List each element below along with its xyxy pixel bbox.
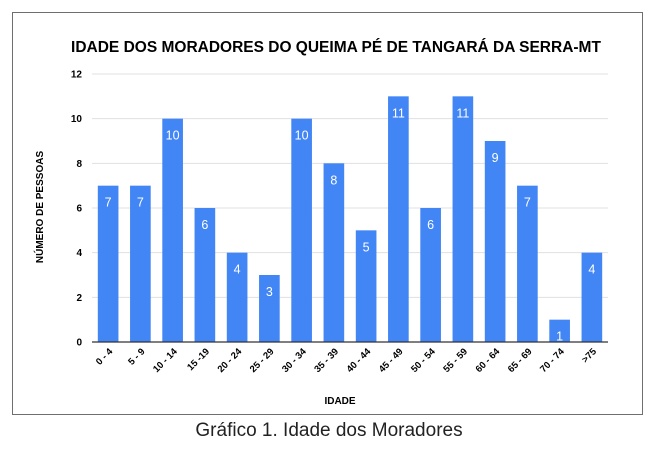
y-axis-title: NÚMERO DE PESSOAS — [33, 151, 46, 264]
y-tick-label: 2 — [76, 293, 82, 304]
x-tick-label: 15 -19 — [185, 346, 212, 373]
bars — [97, 96, 603, 343]
y-tick-label: 8 — [76, 159, 82, 170]
bar — [226, 252, 248, 342]
x-axis-ticks: 0 - 4 5 - 9 10 - 14 15 -19 20 - 24 25 - 29 30 … — [94, 346, 599, 375]
bar — [484, 141, 506, 342]
bar-value-label: 1 — [556, 330, 563, 344]
bar-chart: IDADE DOS MORADORES DO QUEIMA PÉ DE TANG… — [33, 39, 608, 407]
figure-caption: Gráfico 1. Idade dos Moradores — [195, 420, 463, 441]
y-axis-ticks: 0 2 4 6 8 10 12 — [71, 70, 83, 349]
x-tick-label: 35 - 39 — [312, 346, 341, 375]
bar — [420, 208, 441, 342]
bar-value-labels: 7 7 10 6 4 3 10 8 5 11 6 11 9 7 1 4 — [105, 106, 596, 343]
x-tick-label: 30 - 34 — [280, 346, 309, 375]
bar — [130, 185, 151, 342]
x-tick-label: 10 - 14 — [151, 346, 180, 375]
bar-value-label: 8 — [330, 173, 337, 187]
bar-value-label: 5 — [363, 240, 370, 254]
x-tick-label: 20 - 24 — [216, 346, 245, 375]
x-tick-label: 40 - 44 — [345, 346, 374, 375]
bar-value-label: 9 — [492, 151, 499, 165]
bar — [259, 275, 280, 342]
x-tick-label: 65 - 69 — [506, 346, 535, 375]
bar — [581, 252, 603, 342]
bar-value-label: 7 — [105, 196, 112, 210]
x-axis-title: IDADE — [324, 396, 355, 407]
bar — [388, 96, 409, 342]
x-tick-label: 5 - 9 — [126, 346, 147, 367]
bar-value-label: 10 — [166, 129, 180, 143]
bar — [194, 208, 216, 342]
bar — [97, 185, 119, 342]
bar-value-label: 3 — [266, 285, 273, 299]
y-tick-label: 0 — [76, 338, 82, 349]
x-tick-label: 45 - 49 — [377, 346, 406, 375]
bar — [162, 118, 183, 343]
x-tick-label: 50 - 54 — [409, 346, 438, 375]
bar-value-label: 10 — [295, 129, 309, 143]
y-tick-label: 12 — [71, 70, 83, 81]
x-tick-label: 70 - 74 — [538, 346, 567, 375]
bar-value-label: 6 — [427, 218, 434, 232]
bar-value-label: 7 — [137, 196, 144, 210]
bar-value-label: 7 — [524, 196, 531, 210]
x-tick-label: 0 - 4 — [94, 346, 116, 368]
bar-value-label: 4 — [588, 263, 595, 277]
chart-title: IDADE DOS MORADORES DO QUEIMA PÉ DE TANG… — [71, 39, 601, 56]
bar-value-label: 11 — [456, 106, 469, 120]
bar-value-label: 6 — [201, 218, 208, 232]
bar-value-label: 4 — [234, 263, 241, 277]
bar — [323, 163, 345, 342]
x-tick-label: 55 - 59 — [441, 346, 470, 375]
bar-value-label: 11 — [392, 106, 405, 120]
y-tick-label: 6 — [76, 204, 82, 215]
bar — [517, 185, 538, 342]
x-tick-label: 25 - 29 — [248, 346, 277, 375]
bar — [452, 96, 474, 342]
y-tick-label: 10 — [71, 114, 83, 125]
x-tick-label: 60 - 64 — [474, 346, 503, 375]
bar — [291, 118, 312, 343]
x-tick-label: >75 — [580, 346, 600, 366]
y-tick-label: 4 — [76, 248, 82, 259]
bar — [549, 319, 570, 342]
bar — [355, 230, 377, 342]
